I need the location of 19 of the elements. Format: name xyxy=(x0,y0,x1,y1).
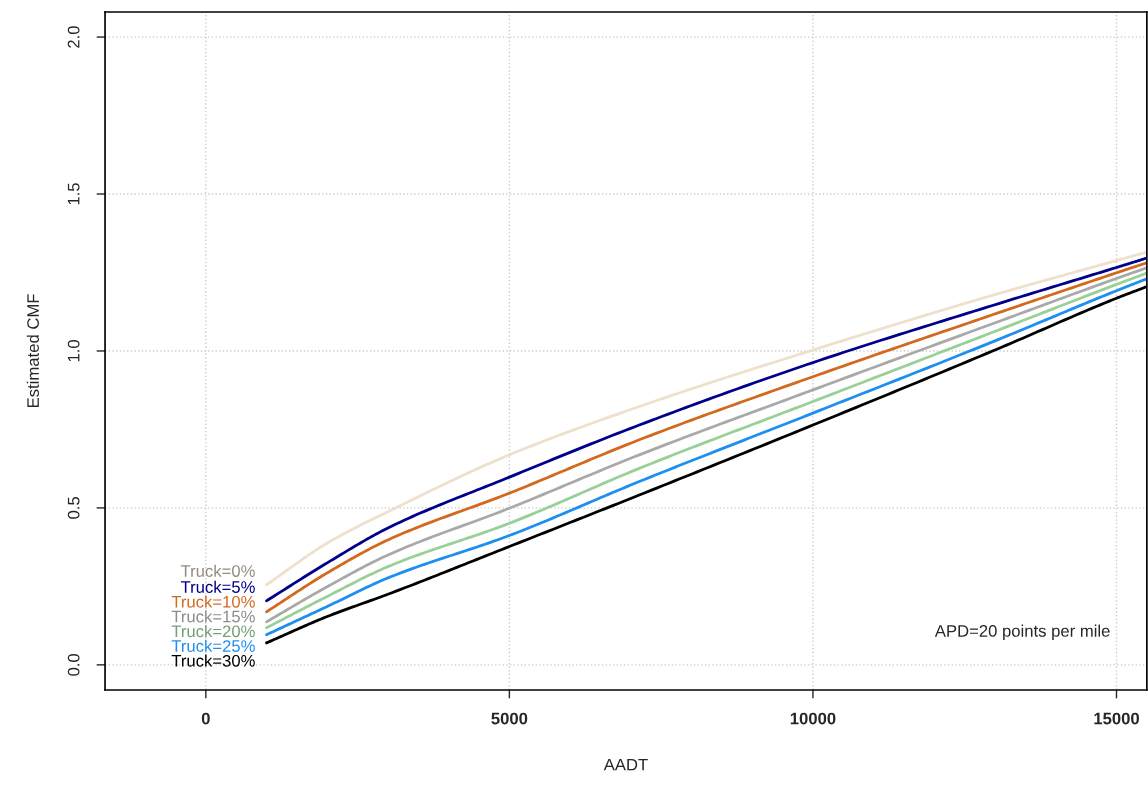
x-tick-label: 0 xyxy=(201,712,210,725)
y-tick-label: 1.0 xyxy=(67,340,80,362)
y-tick-label: 0.5 xyxy=(67,497,80,519)
y-tick-label: 1.5 xyxy=(67,183,80,205)
annotation: APD=20 points per mile xyxy=(934,624,1110,641)
series-label: Truck=10% xyxy=(171,595,255,608)
x-tick-label: 15000 xyxy=(1094,712,1139,725)
series-label: Truck=5% xyxy=(180,580,255,593)
series-label: Truck=15% xyxy=(171,610,255,623)
series-label: Truck=25% xyxy=(171,639,255,652)
y-tick-label: 2.0 xyxy=(67,26,80,48)
x-tick-label: 10000 xyxy=(790,712,836,725)
series-label: Truck=20% xyxy=(171,624,255,638)
x-tick-label: 5000 xyxy=(491,712,528,725)
series-label: Truck=0% xyxy=(180,564,255,577)
x-axis-title: AADT xyxy=(603,758,648,771)
y-axis-title: Estimated CMF xyxy=(26,294,39,408)
y-tick-label: 0.0 xyxy=(67,653,80,676)
series-label: Truck=30% xyxy=(171,654,255,667)
